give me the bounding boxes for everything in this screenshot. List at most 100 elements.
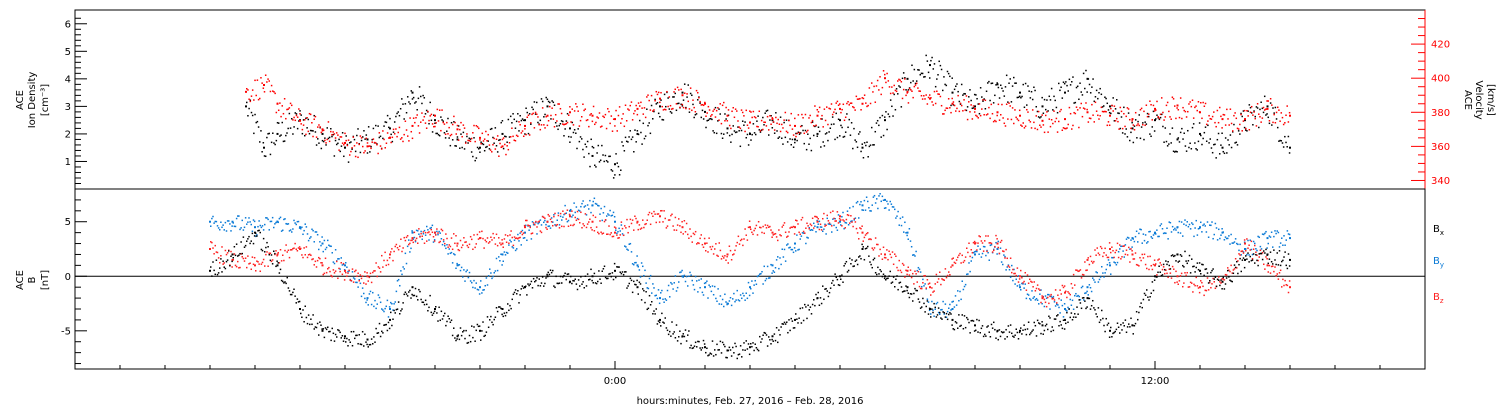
velocity-dot-472 — [805, 114, 807, 116]
velocity-point-0 — [245, 91, 247, 93]
by-dot-248 — [489, 268, 491, 270]
bz-dot-279 — [524, 225, 526, 227]
velocity-tick-label-400: 400 — [1431, 74, 1450, 85]
bz-dot-795 — [1104, 248, 1106, 250]
bx-dot-564 — [845, 263, 847, 265]
velocity-dot-494 — [831, 103, 833, 105]
bx-dot-866 — [1184, 251, 1186, 253]
by-dot-384 — [642, 266, 644, 268]
by-dot-922 — [1247, 240, 1249, 242]
velocity-dot-30 — [282, 105, 284, 107]
bx-dot-923 — [1248, 261, 1250, 263]
velocity-dot-143 — [415, 117, 417, 119]
bz-dot-419 — [681, 221, 683, 223]
bx-dot-295 — [542, 276, 544, 278]
bx-dot-381 — [639, 282, 641, 284]
by-dot-418 — [680, 271, 682, 273]
bx-dot-151 — [380, 336, 382, 338]
bz-dot-391 — [650, 224, 652, 226]
bz-dot-533 — [810, 223, 812, 225]
bx-dot-140 — [368, 346, 370, 348]
velocity-dot-278 — [575, 103, 577, 105]
bx-dot-619 — [906, 290, 908, 292]
by-dot-511 — [785, 260, 787, 262]
bz-dot-834 — [1148, 269, 1150, 271]
density-dot-573 — [924, 76, 926, 78]
velocity-dot-235 — [524, 128, 526, 130]
velocity-dot-659 — [1026, 109, 1028, 111]
by-dot-927 — [1253, 241, 1255, 243]
bx-dot-234 — [473, 326, 475, 328]
bx-dot-594 — [878, 273, 880, 275]
density-dot-164 — [440, 116, 442, 118]
by-dot-900 — [1223, 231, 1225, 233]
bx-dot-3 — [213, 270, 215, 272]
by-dot-483 — [753, 284, 755, 286]
bz-dot-667 — [960, 262, 962, 264]
density-dot-300 — [601, 145, 603, 147]
bz-dot-761 — [1066, 297, 1068, 299]
velocity-dot-16 — [265, 74, 267, 76]
bz-dot-431 — [695, 231, 697, 233]
bx-dot-728 — [1029, 334, 1031, 336]
velocity-dot-417 — [740, 128, 742, 130]
density-dot-823 — [1220, 144, 1222, 146]
bx-dot-398 — [658, 320, 660, 322]
bx-dot-761 — [1066, 312, 1068, 314]
bz-point-2 — [254, 264, 256, 266]
bz-dot-209 — [445, 233, 447, 235]
bx-dot-892 — [1214, 278, 1216, 280]
bx-dot-339 — [591, 280, 593, 282]
by-dot-953 — [1282, 245, 1284, 247]
density-dot-826 — [1224, 153, 1226, 155]
bx-dot-515 — [789, 330, 791, 332]
velocity-dot-218 — [504, 144, 506, 146]
bz-dot-333 — [585, 213, 587, 215]
bx-point-48 — [1289, 259, 1291, 261]
density-dot-7 — [254, 114, 256, 116]
bx-dot-600 — [885, 279, 887, 281]
velocity-dot-448 — [776, 123, 778, 125]
bx-dot-742 — [1045, 325, 1047, 327]
bz-dot-439 — [704, 238, 706, 240]
by-dot-140 — [368, 304, 370, 306]
by-dot-164 — [395, 301, 397, 303]
velocity-dot-748 — [1131, 120, 1133, 122]
velocity-dot-259 — [553, 118, 555, 120]
bz-dot-75 — [294, 243, 296, 245]
velocity-dot-629 — [991, 104, 993, 106]
bz-dot-175 — [407, 235, 409, 237]
velocity-dot-461 — [792, 128, 794, 130]
bx-point-1 — [232, 253, 234, 255]
density-dot-332 — [639, 120, 641, 122]
velocity-dot-847 — [1249, 129, 1251, 131]
density-dot-719 — [1097, 98, 1099, 100]
density-dot-827 — [1225, 137, 1227, 139]
density-dot-425 — [749, 132, 751, 134]
bz-dot-288 — [534, 224, 536, 226]
velocity-dot-195 — [477, 126, 479, 128]
by-dot-442 — [707, 297, 709, 299]
bx-dot-423 — [686, 340, 688, 342]
by-dot-412 — [674, 282, 676, 284]
velocity-point-28 — [862, 103, 864, 105]
density-dot-221 — [508, 119, 510, 121]
bx-dot-487 — [758, 350, 760, 352]
bz-dot-408 — [669, 219, 671, 221]
bx-dot-119 — [344, 338, 346, 340]
velocity-dot-160 — [435, 122, 437, 124]
by-dot-754 — [1058, 307, 1060, 309]
by-dot-138 — [365, 302, 367, 304]
bz-dot-949 — [1278, 278, 1280, 280]
by-dot-703 — [1001, 261, 1003, 263]
bx-dot-130 — [356, 335, 358, 337]
density-dot-250 — [542, 101, 544, 103]
bz-dot-594 — [878, 255, 880, 257]
density-dot-432 — [757, 115, 759, 117]
bz-dot-446 — [712, 246, 714, 248]
velocity-dot-734 — [1115, 120, 1117, 122]
by-point-30 — [884, 199, 886, 201]
by-dot-704 — [1002, 264, 1004, 266]
velocity-dot-842 — [1243, 120, 1245, 122]
